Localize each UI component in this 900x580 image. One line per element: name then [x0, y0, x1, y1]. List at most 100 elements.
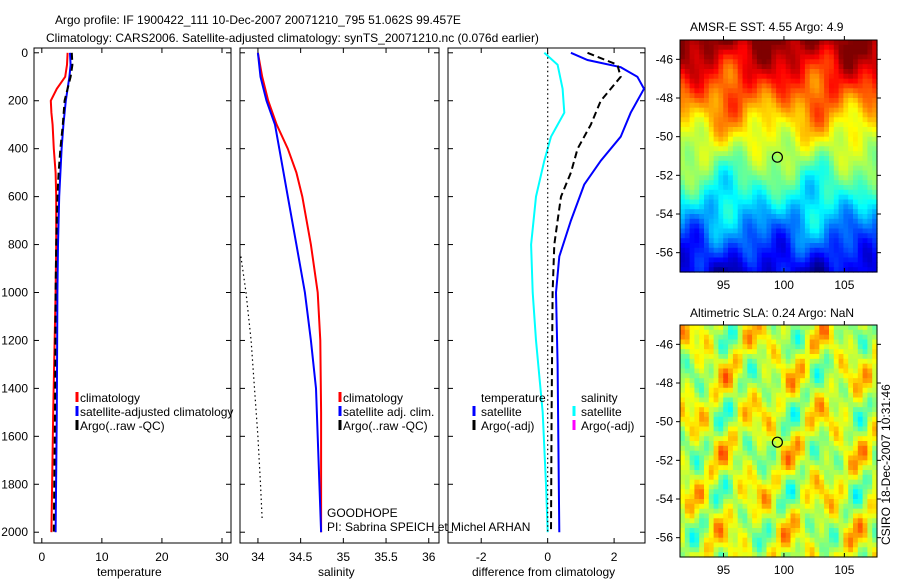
sla-map-title: Altimetric SLA: 0.24 Argo: NaN	[690, 306, 854, 320]
map-cell	[771, 383, 777, 389]
map-cell	[853, 214, 859, 220]
map-cell	[728, 523, 734, 529]
map-cell	[795, 228, 801, 234]
map-cell	[756, 537, 763, 544]
map-cell	[857, 484, 864, 490]
map-cell	[728, 455, 734, 461]
map-cell	[742, 508, 748, 515]
map-cell	[689, 189, 695, 196]
map-cell	[814, 484, 820, 490]
map-cell	[761, 247, 768, 254]
map-cell	[713, 552, 719, 558]
map-cell	[680, 83, 686, 89]
map-cell	[833, 329, 840, 336]
map-cell	[776, 397, 782, 403]
map-cell	[790, 252, 796, 259]
map-cell	[848, 494, 854, 500]
map-cell	[699, 489, 705, 495]
map-cell	[684, 542, 691, 548]
map-cell	[829, 238, 835, 244]
legend-temp-sat: satellite-adjusted climatology	[80, 405, 233, 419]
map-cell	[853, 93, 859, 99]
map-cell	[704, 407, 710, 413]
map-cell	[756, 257, 763, 263]
map-cell	[785, 416, 792, 423]
map-cell	[752, 494, 758, 500]
map-cell	[771, 243, 777, 249]
map-cell	[857, 112, 864, 118]
map-cell	[737, 387, 744, 394]
map-cell	[761, 436, 768, 442]
map-cell	[780, 334, 787, 341]
map-cell	[689, 532, 695, 539]
map-cell	[713, 508, 719, 515]
map-cell	[680, 223, 686, 230]
map-cell	[804, 243, 811, 249]
map-cell	[713, 503, 719, 510]
map-cell	[867, 262, 873, 268]
map-cell	[848, 141, 854, 147]
map-cell	[742, 363, 748, 370]
map-cell	[761, 151, 768, 157]
map-cell	[689, 537, 695, 544]
map-cell	[819, 156, 825, 162]
map-cell	[704, 112, 710, 118]
map-cell	[680, 450, 686, 457]
map-cell	[776, 508, 782, 515]
map-cell	[814, 416, 820, 423]
map-cell	[824, 40, 830, 46]
map-cell	[718, 175, 724, 181]
map-cell	[756, 508, 763, 515]
map-cell	[848, 262, 854, 268]
map-cell	[833, 160, 840, 167]
map-cell	[699, 518, 705, 524]
map-cell	[872, 344, 878, 350]
map-cell	[814, 243, 820, 249]
map-cell	[718, 170, 724, 176]
map-cell	[814, 136, 820, 143]
map-cell	[713, 523, 719, 529]
map-cell	[848, 460, 854, 466]
map-cell	[771, 185, 777, 191]
map-cell	[814, 339, 820, 345]
map-cell	[708, 407, 715, 413]
map-cell	[809, 349, 816, 355]
map-cell	[694, 185, 700, 191]
map-cell	[804, 247, 811, 254]
map-cell	[814, 455, 820, 461]
map-cell	[728, 460, 734, 466]
map-cell	[723, 503, 729, 510]
map-cell	[804, 402, 811, 408]
map-cell	[824, 146, 830, 152]
map-cell	[728, 436, 734, 442]
map-cell	[848, 69, 854, 75]
map-cell	[814, 474, 820, 481]
map-cell	[838, 69, 844, 75]
map-cell	[699, 69, 705, 75]
map-cell	[776, 83, 782, 89]
map-cell	[684, 513, 691, 519]
map-cell	[708, 489, 715, 495]
map-cell	[766, 54, 772, 60]
map-cell	[771, 392, 777, 399]
map-cell	[862, 59, 868, 65]
map-cell	[838, 204, 844, 210]
map-cell	[795, 532, 801, 539]
map-cell	[804, 160, 811, 167]
map-cell	[732, 503, 739, 510]
map-cell	[829, 78, 835, 85]
map-cell	[838, 474, 844, 481]
map-cell	[819, 383, 825, 389]
map-cell	[843, 49, 849, 56]
map-cell	[804, 508, 811, 515]
map-cell	[848, 136, 854, 143]
map-cell	[747, 503, 753, 510]
map-cell	[728, 44, 734, 51]
map-cell	[819, 233, 825, 239]
map-cell	[732, 189, 739, 196]
map-cell	[708, 127, 715, 133]
map-cell	[809, 339, 816, 345]
map-cell	[728, 484, 734, 490]
map-cell	[785, 547, 792, 553]
map-cell	[680, 102, 686, 109]
